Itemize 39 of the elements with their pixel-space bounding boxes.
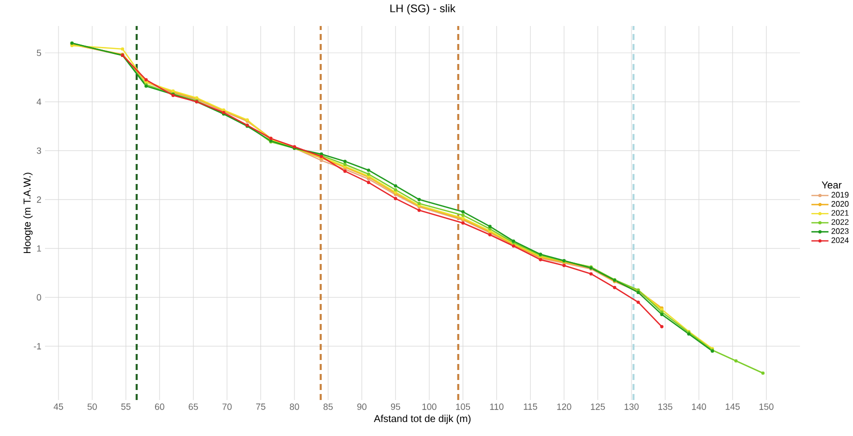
legend-label: 2021 xyxy=(832,210,849,216)
y-axis-title: Hoogte (m T.A.W.) xyxy=(23,172,33,254)
x-tick-label: 55 xyxy=(121,404,131,410)
x-tick-label: 110 xyxy=(490,404,504,410)
x-tick-label: 60 xyxy=(155,404,164,410)
x-tick-label: 100 xyxy=(422,404,436,410)
x-tick-label: 130 xyxy=(624,404,639,410)
y-tick-label: 5 xyxy=(36,50,42,56)
legend-label: 2019 xyxy=(832,192,849,198)
x-tick-label: 145 xyxy=(726,404,740,410)
x-tick-label: 85 xyxy=(324,404,333,410)
x-tick-label: 120 xyxy=(557,404,572,410)
x-tick-label: 135 xyxy=(658,404,672,410)
y-tick-label: 4 xyxy=(36,98,42,105)
x-tick-label: 125 xyxy=(590,404,605,410)
y-tick-label: 2 xyxy=(36,196,42,203)
x-axis-title: Afstand tot de dijk (m) xyxy=(374,414,471,424)
x-tick-label: 45 xyxy=(54,404,64,410)
x-tick-label: 50 xyxy=(88,404,97,410)
chart-title: LH (SG) - slik xyxy=(390,4,456,14)
y-tick-label: 1 xyxy=(37,245,42,252)
x-tick-label: 65 xyxy=(188,404,198,410)
y-tick-label: 0 xyxy=(36,294,42,301)
x-tick-label: 80 xyxy=(290,404,300,410)
x-tick-label: 115 xyxy=(524,404,538,410)
x-tick-label: 105 xyxy=(456,404,470,410)
legend-label: 2024 xyxy=(832,237,849,244)
x-tick-label: 150 xyxy=(759,404,774,410)
legend-label: 2023 xyxy=(832,228,849,234)
y-tick-label: 3 xyxy=(36,147,42,154)
legend-label: 2022 xyxy=(832,219,849,225)
x-tick-label: 90 xyxy=(357,404,366,410)
x-tick-label: 75 xyxy=(256,404,266,410)
y-tick-label: -1 xyxy=(34,343,42,350)
x-tick-label: 95 xyxy=(390,404,400,410)
legend-title: Year xyxy=(822,182,842,189)
x-tick-label: 140 xyxy=(692,404,706,410)
legend-label: 2020 xyxy=(832,201,849,207)
x-tick-label: 70 xyxy=(222,404,232,410)
